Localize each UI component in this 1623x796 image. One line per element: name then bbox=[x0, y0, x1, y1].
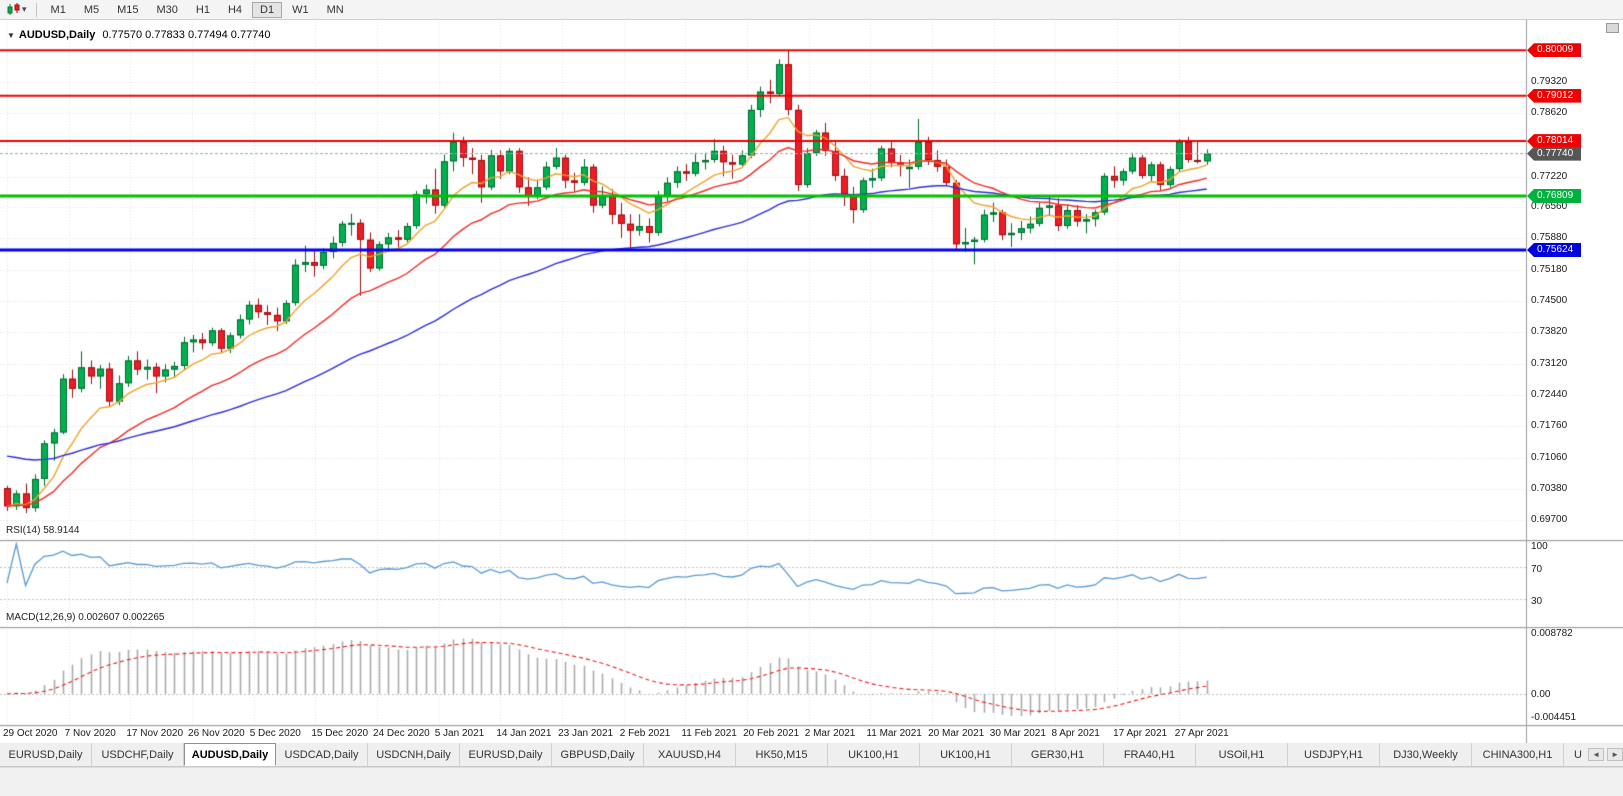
candlestick-glyph bbox=[7, 3, 19, 15]
tab-audusd-daily[interactable]: AUDUSD,Daily bbox=[184, 743, 276, 766]
timeframe-button-w1[interactable]: W1 bbox=[292, 3, 309, 16]
price-chart-canvas[interactable] bbox=[0, 20, 1623, 743]
tab-eurusd-daily[interactable]: EURUSD,Daily bbox=[460, 743, 552, 766]
timeframe-button-m5[interactable]: M5 bbox=[83, 3, 100, 16]
timeframe-button-mn[interactable]: MN bbox=[326, 3, 344, 16]
tabs-scroll-right-icon[interactable]: ► bbox=[1607, 748, 1623, 761]
tab-scroll-arrows: ◄ ► bbox=[1588, 743, 1623, 766]
chart-corner-button[interactable] bbox=[1606, 23, 1619, 33]
timeframe-buttons: M1 M5 M15 M30 H1 H4 D1 W1 MN bbox=[42, 1, 353, 18]
tab-fra40-h1[interactable]: FRA40,H1 bbox=[1104, 743, 1196, 766]
tab-uk100-h1[interactable]: UK100,H1 bbox=[828, 743, 920, 766]
timeframe-button-m15[interactable]: M15 bbox=[117, 3, 139, 16]
tab-usdchf-daily[interactable]: USDCHF,Daily bbox=[92, 743, 184, 766]
tab-ger30-h1[interactable]: GER30,H1 bbox=[1012, 743, 1104, 766]
top-toolbar: ▾ M1 M5 M15 M30 H1 H4 D1 W1 MN bbox=[0, 0, 1623, 20]
chart-tab-bar: EURUSD,Daily USDCHF,Daily AUDUSD,Daily USDC… bbox=[0, 743, 1623, 767]
tab-uk100-h1[interactable]: UK100,H1 bbox=[920, 743, 1012, 766]
tab-usdcad-daily[interactable]: USDCAD,Daily bbox=[276, 743, 368, 766]
chart-type-icon[interactable] bbox=[4, 2, 22, 17]
timeframe-button-m30[interactable]: M30 bbox=[156, 3, 178, 16]
chart-window: ▼ AUDUSD,Daily 0.77570 0.77833 0.77494 0.7… bbox=[0, 20, 1623, 743]
tab-usoil-h1[interactable]: USOil,H1 bbox=[1196, 743, 1288, 766]
tab-hk50-m15[interactable]: HK50,M15 bbox=[736, 743, 828, 766]
tab-u[interactable]: U bbox=[1564, 743, 1589, 766]
timeframe-button-m1[interactable]: M1 bbox=[50, 3, 66, 16]
timeframe-button-d1[interactable]: D1 bbox=[252, 1, 283, 18]
tabs-scroll-left-icon[interactable]: ◄ bbox=[1588, 748, 1605, 761]
timeframe-button-h4[interactable]: H4 bbox=[227, 3, 243, 16]
tab-eurusd-daily[interactable]: EURUSD,Daily bbox=[0, 743, 92, 766]
tab-usdcnh-daily[interactable]: USDCNH,Daily bbox=[368, 743, 460, 766]
tab-xauusd-h4[interactable]: XAUUSD,H4 bbox=[644, 743, 736, 766]
timeframe-button-h1[interactable]: H1 bbox=[195, 3, 210, 16]
chart-type-dropdown-icon[interactable]: ▾ bbox=[22, 4, 27, 14]
tabs-strip: EURUSD,Daily USDCHF,Daily AUDUSD,Daily USDC… bbox=[0, 743, 1589, 766]
tab-gbpusd-daily[interactable]: GBPUSD,Daily bbox=[552, 743, 644, 766]
tab-usdjpy-h1[interactable]: USDJPY,H1 bbox=[1288, 743, 1380, 766]
tab-china300-h1[interactable]: CHINA300,H1 bbox=[1472, 743, 1564, 766]
status-strip bbox=[0, 767, 1623, 795]
tab-dj30-weekly[interactable]: DJ30,Weekly bbox=[1380, 743, 1472, 766]
toolbar-separator bbox=[35, 2, 37, 17]
